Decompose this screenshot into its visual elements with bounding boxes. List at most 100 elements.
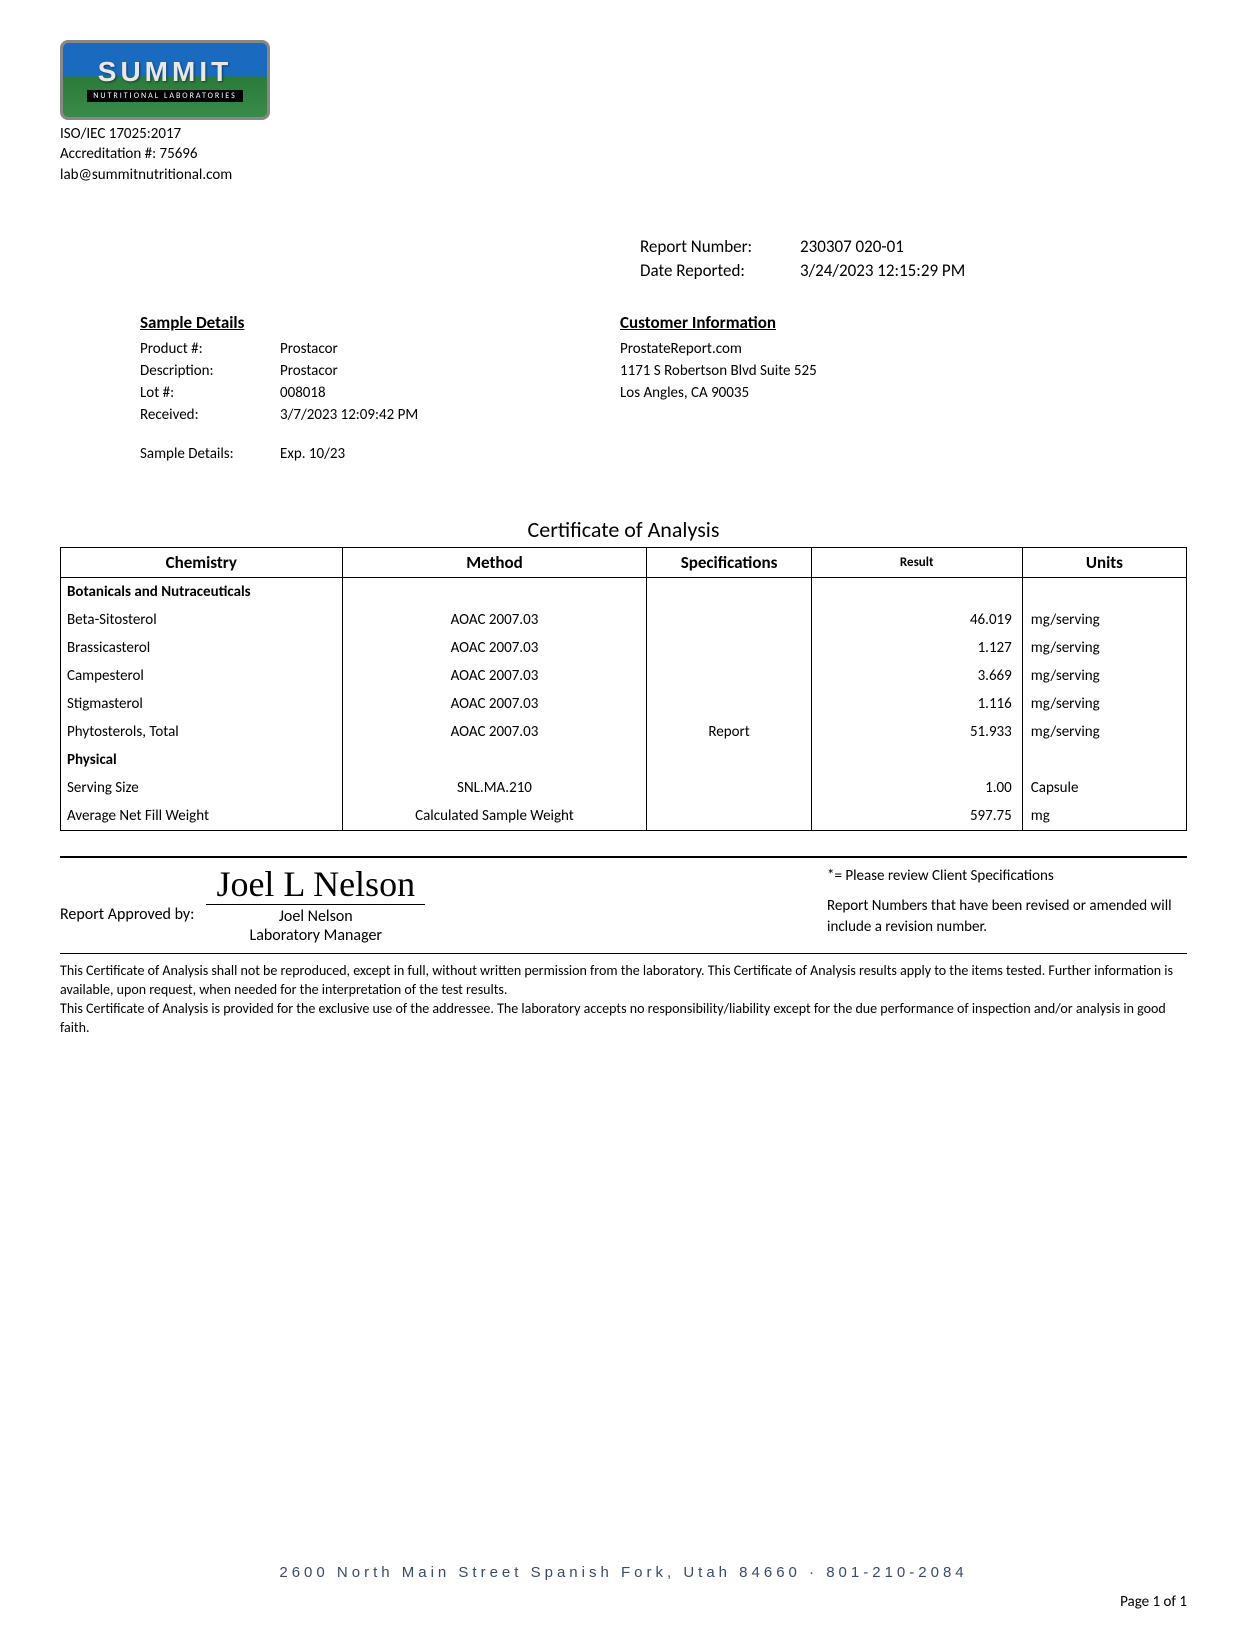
table-row: Average Net Fill WeightCalculated Sample…	[61, 802, 1187, 831]
lot-label: Lot #:	[140, 383, 280, 405]
customer-address-2: Los Angles, CA 90035	[620, 383, 1187, 405]
empty-cell	[647, 746, 811, 774]
approval-note-1: *= Please review Client Specifications	[827, 866, 1187, 886]
cell-method: AOAC 2007.03	[342, 634, 647, 662]
disclaimer-p2: This Certificate of Analysis is provided…	[60, 1000, 1187, 1038]
date-reported-label: Date Reported:	[640, 259, 800, 283]
coa-title: Certificate of Analysis	[60, 516, 1187, 543]
section-title-cell: Physical	[61, 746, 343, 774]
cell-chemistry: Serving Size	[61, 774, 343, 802]
cell-result: 1.116	[811, 690, 1022, 718]
empty-cell	[1022, 746, 1186, 774]
customer-heading: Customer Information	[620, 312, 1187, 333]
cell-chemistry: Phytosterols, Total	[61, 718, 343, 746]
company-logo: SUMMIT NUTRITIONAL LABORATORIES	[60, 40, 270, 120]
approval-notes: *= Please review Client Specifications R…	[827, 866, 1187, 937]
date-reported-value: 3/24/2023 12:15:29 PM	[800, 259, 965, 283]
empty-cell	[811, 578, 1022, 607]
description-label: Description:	[140, 361, 280, 383]
empty-cell	[647, 578, 811, 607]
cell-spec	[647, 774, 811, 802]
report-meta: Report Number: 230307 020-01 Date Report…	[640, 235, 1187, 283]
description-value: Prostacor	[280, 361, 338, 383]
coa-table: Chemistry Method Specifications Result U…	[60, 547, 1187, 831]
signature-block: Joel L Nelson Joel Nelson Laboratory Man…	[206, 866, 425, 945]
received-value: 3/7/2023 12:09:42 PM	[280, 405, 418, 427]
cell-chemistry: Stigmasterol	[61, 690, 343, 718]
customer-name: ProstateReport.com	[620, 339, 1187, 361]
cell-spec	[647, 690, 811, 718]
cell-spec	[647, 662, 811, 690]
report-number-label: Report Number:	[640, 235, 800, 259]
cell-method: AOAC 2007.03	[342, 690, 647, 718]
cell-method: SNL.MA.210	[342, 774, 647, 802]
table-section-row: Botanicals and Nutraceuticals	[61, 578, 1187, 607]
report-number-value: 230307 020-01	[800, 235, 904, 259]
sample-extra-label: Sample Details:	[140, 444, 280, 466]
table-row: BrassicasterolAOAC 2007.031.127mg/servin…	[61, 634, 1187, 662]
cell-chemistry: Beta-Sitosterol	[61, 606, 343, 634]
th-result: Result	[811, 548, 1022, 578]
logo-word: SUMMIT	[98, 58, 232, 86]
product-label: Product #:	[140, 339, 280, 361]
logo-tagline: NUTRITIONAL LABORATORIES	[87, 90, 243, 102]
table-section-row: Physical	[61, 746, 1187, 774]
approval-row: Report Approved by: Joel L Nelson Joel N…	[60, 866, 1187, 945]
empty-cell	[811, 746, 1022, 774]
th-units: Units	[1022, 548, 1186, 578]
cell-spec	[647, 802, 811, 831]
customer-info: Customer Information ProstateReport.com …	[620, 312, 1187, 466]
table-row: CampesterolAOAC 2007.03 3.669mg/serving	[61, 662, 1187, 690]
cell-units: mg/serving	[1022, 718, 1186, 746]
page-number: Page 1 of 1	[1120, 1593, 1187, 1611]
sample-heading: Sample Details	[140, 312, 620, 333]
cell-spec: Report	[647, 718, 811, 746]
cell-chemistry: Campesterol	[61, 662, 343, 690]
received-label: Received:	[140, 405, 280, 427]
lot-value: 008018	[280, 383, 326, 405]
accreditation-line-2: Accreditation #: 75696	[60, 144, 1187, 164]
approved-by-label: Report Approved by:	[60, 887, 194, 924]
th-specifications: Specifications	[647, 548, 811, 578]
cell-result: 3.669	[811, 662, 1022, 690]
header: SUMMIT NUTRITIONAL LABORATORIES ISO/IEC …	[60, 40, 1187, 185]
disclaimer-p1: This Certificate of Analysis shall not b…	[60, 962, 1187, 1000]
signature-title: Laboratory Manager	[250, 926, 383, 945]
cell-units: mg/serving	[1022, 606, 1186, 634]
approval-note-2: Report Numbers that have been revised or…	[827, 896, 1187, 937]
th-chemistry: Chemistry	[61, 548, 343, 578]
cell-result: 1.127	[811, 634, 1022, 662]
details-row: Sample Details Product #:Prostacor Descr…	[140, 312, 1187, 466]
divider-bottom	[60, 953, 1187, 954]
cell-method: Calculated Sample Weight	[342, 802, 647, 831]
cell-result: 1.00	[811, 774, 1022, 802]
cell-spec	[647, 606, 811, 634]
cell-method: AOAC 2007.03	[342, 662, 647, 690]
signature-name: Joel Nelson	[279, 907, 353, 926]
accreditation-line-1: ISO/IEC 17025:2017	[60, 124, 1187, 144]
table-row: Phytosterols, TotalAOAC 2007.03Report51.…	[61, 718, 1187, 746]
customer-address-1: 1171 S Robertson Blvd Suite 525	[620, 361, 1187, 383]
signature-script: Joel L Nelson	[206, 866, 425, 905]
product-value: Prostacor	[280, 339, 338, 361]
cell-result: 51.933	[811, 718, 1022, 746]
divider-top	[60, 856, 1187, 858]
cell-units: mg/serving	[1022, 690, 1186, 718]
section-title-cell: Botanicals and Nutraceuticals	[61, 578, 343, 607]
cell-result: 597.75	[811, 802, 1022, 831]
cell-spec	[647, 634, 811, 662]
disclaimer: This Certificate of Analysis shall not b…	[60, 962, 1187, 1038]
empty-cell	[342, 746, 647, 774]
cell-chemistry: Average Net Fill Weight	[61, 802, 343, 831]
cell-units: mg/serving	[1022, 662, 1186, 690]
cell-method: AOAC 2007.03	[342, 718, 647, 746]
table-row: StigmasterolAOAC 2007.03 1.116mg/serving	[61, 690, 1187, 718]
cell-units: mg	[1022, 802, 1186, 831]
cell-result: 46.019	[811, 606, 1022, 634]
cell-units: Capsule	[1022, 774, 1186, 802]
accreditation-email: lab@summitnutritional.com	[60, 165, 1187, 185]
cell-units: mg/serving	[1022, 634, 1186, 662]
table-row: Serving SizeSNL.MA.210 1.00Capsule	[61, 774, 1187, 802]
empty-cell	[1022, 578, 1186, 607]
footer-address: 2600 North Main Street Spanish Fork, Uta…	[0, 1564, 1247, 1581]
